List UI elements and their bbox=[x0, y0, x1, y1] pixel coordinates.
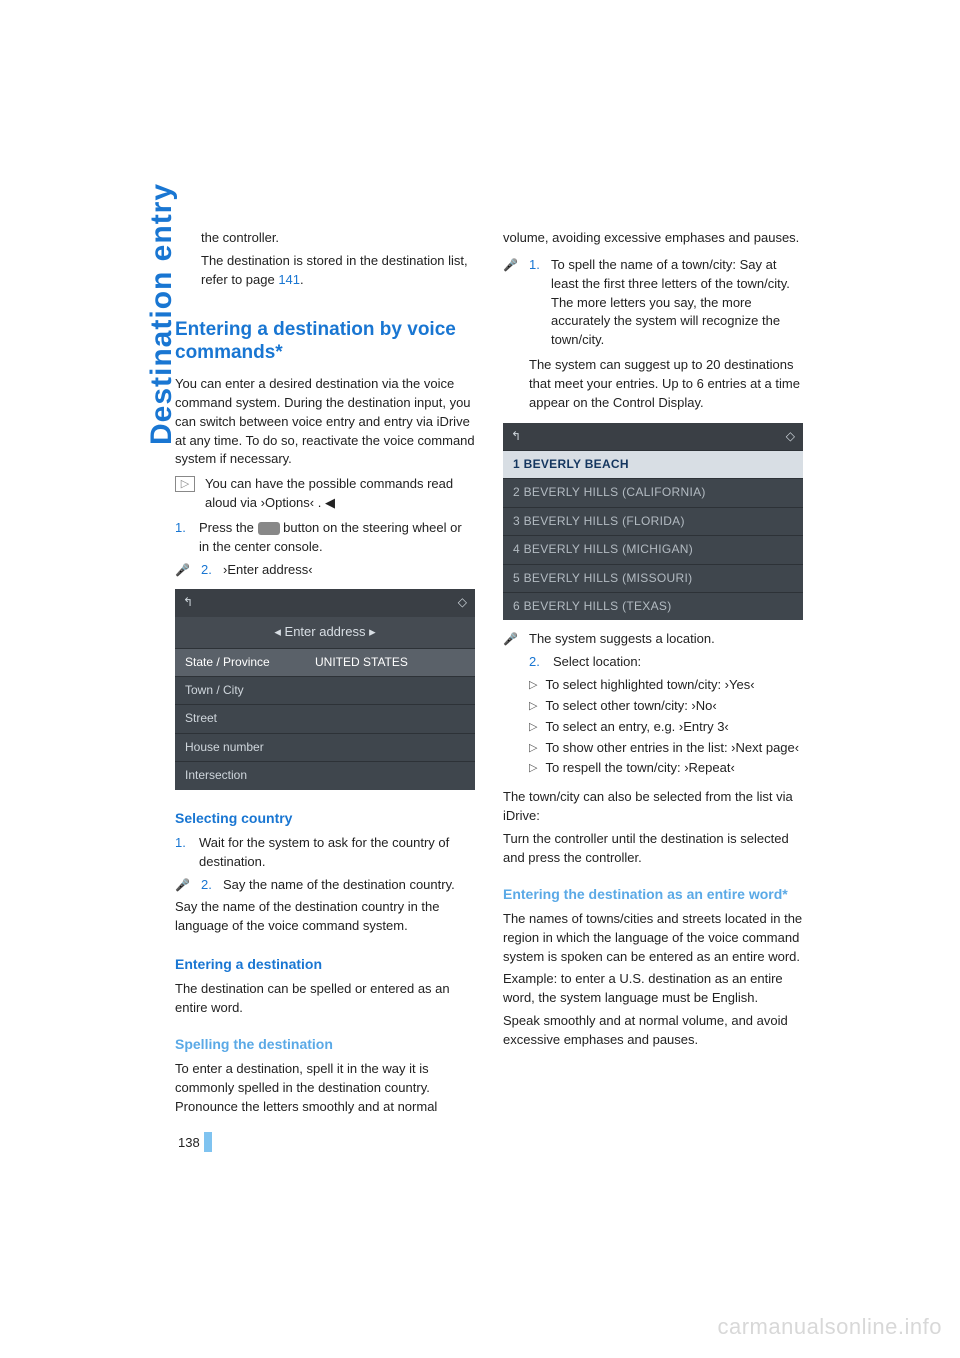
right-step2-num: 2. bbox=[529, 653, 543, 672]
right-step1-text: To spell the name of a town/city: Say at… bbox=[551, 256, 803, 350]
selcountry-2-num: 2. bbox=[201, 876, 215, 895]
heading-spelling: Spelling the destination bbox=[175, 1034, 475, 1054]
scr1-row: State / ProvinceUNITED STATES bbox=[175, 648, 475, 676]
voice-icon: 🎤 bbox=[175, 562, 193, 580]
selcountry-1-text: Wait for the system to ask for the count… bbox=[199, 834, 475, 872]
bullet: ▷ To show other entries in the list: ›Nex… bbox=[529, 739, 803, 758]
watermark: carmanualsonline.info bbox=[717, 1314, 942, 1340]
voice-icon: 🎤 bbox=[175, 877, 193, 895]
page-link-141[interactable]: 141 bbox=[278, 272, 300, 287]
entdest-p: The destination can be spelled or entere… bbox=[175, 980, 475, 1018]
scr1-row: Street bbox=[175, 704, 475, 732]
triangle-icon: ▷ bbox=[529, 699, 537, 716]
voice-icon: 🎤 bbox=[503, 631, 521, 649]
step-2-num: 2. bbox=[201, 561, 215, 580]
right-step1-num: 1. bbox=[529, 256, 543, 350]
note-icon: ▷ bbox=[175, 476, 195, 492]
sys-loc-voice: 🎤 The system suggests a location. bbox=[503, 630, 803, 649]
step-1: 1. Press the button on the steering whee… bbox=[175, 519, 475, 557]
scr2-row: 4 BEVERLY HILLS (MICHIGAN) bbox=[503, 535, 803, 563]
right-step1-voice: 🎤 1. To spell the name of a town/city: S… bbox=[503, 256, 803, 350]
note-text: You can have the possible commands read … bbox=[205, 475, 475, 513]
page-content: the controller. The destination is store… bbox=[120, 225, 790, 1121]
bullet: ▷ To select other town/city: ›No‹ bbox=[529, 697, 803, 716]
scr1-row: Intersection bbox=[175, 761, 475, 789]
step-1a: Press the bbox=[199, 520, 258, 535]
entword-p2: Example: to enter a U.S. destination as … bbox=[503, 970, 803, 1008]
sys-loc-text: The system suggests a location. bbox=[529, 630, 715, 649]
scr1-title: ◂ Enter address ▸ bbox=[175, 617, 475, 648]
right-column: volume, avoiding excessive emphases and … bbox=[503, 225, 803, 1121]
sys-suggest: The system can suggest up to 20 destinat… bbox=[529, 356, 803, 413]
selcountry-2-voice: 🎤 2. Say the name of the destination cou… bbox=[175, 876, 475, 895]
note-options: ▷ You can have the possible commands rea… bbox=[175, 475, 475, 513]
scr1-label: Town / City bbox=[185, 682, 315, 699]
heading-entire-word: Entering the destination as an entire wo… bbox=[503, 884, 803, 904]
town-p1: The town/city can also be selected from … bbox=[503, 788, 803, 826]
entword-p3: Speak smoothly and at normal volume, and… bbox=[503, 1012, 803, 1050]
scr1-row: House number bbox=[175, 733, 475, 761]
screenshot-enter-address: ↰◇ ◂ Enter address ▸ State / ProvinceUNI… bbox=[175, 589, 475, 789]
bullet-text: To select an entry, e.g. ›Entry 3‹ bbox=[545, 718, 728, 737]
triangle-icon: ▷ bbox=[529, 678, 537, 695]
right-step2: 2. Select location: bbox=[529, 653, 803, 672]
heading-voice-commands: Entering a destination by voice commands… bbox=[175, 318, 475, 366]
scr1-label: Intersection bbox=[185, 767, 315, 784]
scr2-header: ↰◇ bbox=[503, 423, 803, 450]
bullet-text: To select other town/city: ›No‹ bbox=[545, 697, 716, 716]
home-icon: ◇ bbox=[786, 428, 795, 445]
scr2-row: 2 BEVERLY HILLS (CALIFORNIA) bbox=[503, 478, 803, 506]
bullet: ▷ To respell the town/city: ›Repeat‹ bbox=[529, 759, 803, 778]
scr1-value: UNITED STATES bbox=[315, 654, 408, 671]
cont-p: volume, avoiding excessive emphases and … bbox=[503, 229, 803, 248]
scr1-label: Street bbox=[185, 710, 315, 727]
back-icon: ↰ bbox=[183, 594, 193, 611]
heading-entering-destination: Entering a destination bbox=[175, 954, 475, 974]
scr2-row: 3 BEVERLY HILLS (FLORIDA) bbox=[503, 507, 803, 535]
step-1-text: Press the button on the steering wheel o… bbox=[199, 519, 475, 557]
bullet: ▷ To select an entry, e.g. ›Entry 3‹ bbox=[529, 718, 803, 737]
step-2-text: ›Enter address‹ bbox=[223, 561, 313, 580]
spell-p: To enter a destination, spell it in the … bbox=[175, 1060, 475, 1117]
triangle-icon: ▷ bbox=[529, 741, 537, 758]
scr1-row: Town / City bbox=[175, 676, 475, 704]
bullet: ▷ To select highlighted town/city: ›Yes‹ bbox=[529, 676, 803, 695]
selcountry-1: 1. Wait for the system to ask for the co… bbox=[175, 834, 475, 872]
triangle-icon: ▷ bbox=[529, 720, 537, 737]
screenshot-beverly: ↰◇ 1 BEVERLY BEACH 2 BEVERLY HILLS (CALI… bbox=[503, 423, 803, 621]
back-icon: ↰ bbox=[511, 428, 521, 445]
voice-button-icon bbox=[258, 522, 280, 535]
scr2-row: 1 BEVERLY BEACH bbox=[503, 450, 803, 478]
step-2-voice: 🎤 2. ›Enter address‹ bbox=[175, 561, 475, 580]
scr2-row: 6 BEVERLY HILLS (TEXAS) bbox=[503, 592, 803, 620]
scr2-row: 5 BEVERLY HILLS (MISSOURI) bbox=[503, 564, 803, 592]
bullet-text: To select highlighted town/city: ›Yes‹ bbox=[545, 676, 754, 695]
step-1-num: 1. bbox=[175, 519, 189, 557]
controller-text-2: The destination is stored in the destina… bbox=[201, 252, 475, 290]
scr1-header: ↰◇ bbox=[175, 589, 475, 616]
page-number: 138 bbox=[178, 1135, 200, 1150]
selcountry-p: Say the name of the destination country … bbox=[175, 898, 475, 936]
right-step2-text: Select location: bbox=[553, 653, 641, 672]
bullet-text: To respell the town/city: ›Repeat‹ bbox=[545, 759, 734, 778]
controller-text-2b: . bbox=[300, 272, 304, 287]
selcountry-2-text: Say the name of the destination country. bbox=[223, 876, 455, 895]
heading-selecting-country: Selecting country bbox=[175, 808, 475, 828]
scr1-label: State / Province bbox=[185, 654, 315, 671]
home-icon: ◇ bbox=[458, 594, 467, 611]
controller-text-2a: The destination is stored in the destina… bbox=[201, 253, 468, 287]
intro-paragraph: You can enter a desired destination via … bbox=[175, 375, 475, 469]
triangle-icon: ▷ bbox=[529, 761, 537, 778]
page-mark bbox=[204, 1132, 212, 1152]
scr1-label: House number bbox=[185, 739, 315, 756]
voice-icon: 🎤 bbox=[503, 257, 521, 350]
selcountry-1-num: 1. bbox=[175, 834, 189, 872]
entword-p1: The names of towns/cities and streets lo… bbox=[503, 910, 803, 967]
bullet-text: To show other entries in the list: ›Next… bbox=[545, 739, 799, 758]
controller-text-1: the controller. bbox=[201, 229, 475, 248]
left-column: the controller. The destination is store… bbox=[175, 225, 475, 1121]
town-p2: Turn the controller until the destinatio… bbox=[503, 830, 803, 868]
